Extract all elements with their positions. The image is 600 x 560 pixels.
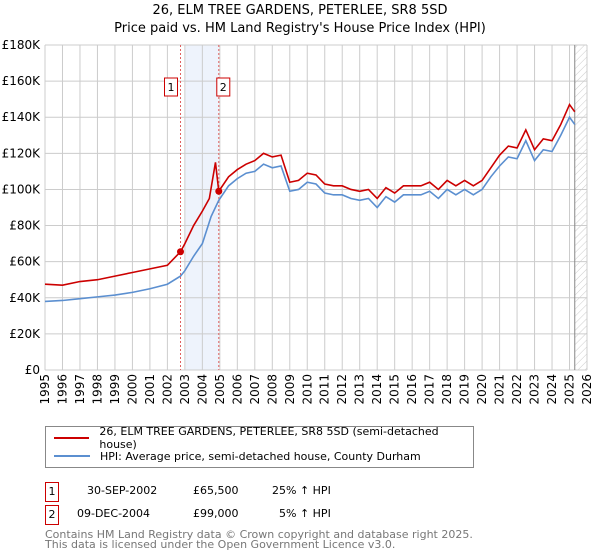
sale-date: 30-SEP-2002 [87, 484, 158, 497]
blue-line-icon [54, 455, 90, 457]
x-tick-label: 2009 [283, 374, 297, 405]
x-tick-label: 1995 [38, 374, 52, 405]
price-chart: 1995 1996 1997 1998 1999 2000 2001 2002 2003 2004… [2, 38, 594, 405]
x-tick-label: 2002 [160, 374, 174, 405]
y-tick-label: £0 [25, 363, 40, 377]
sale-label-box [216, 77, 231, 97]
y-tick-label: £160K [2, 74, 42, 88]
forecast-hatch [574, 45, 587, 370]
x-tick-label: 1999 [108, 374, 122, 405]
footer-line: Contains HM Land Registry data © Crown c… [45, 528, 473, 541]
footer-line: This data is licensed under the Open Gov… [45, 538, 396, 551]
x-tick-label: 2005 [213, 374, 227, 405]
x-tick-label: 2021 [493, 374, 507, 405]
x-tick-label: 2001 [143, 374, 157, 405]
legend-label: HPI: Average price, semi-detached house,… [100, 449, 421, 463]
x-tick-label: 2008 [265, 374, 279, 405]
x-tick-label: 2003 [178, 374, 192, 405]
sale-row: 2 09-DEC-2004 £99,000 5% ↑ HPI [45, 505, 445, 525]
sale-price: £65,500 [193, 484, 239, 497]
x-tick-label: 2024 [545, 374, 559, 405]
subtitle-line: Price paid vs. HM Land Registry's House … [114, 21, 486, 36]
x-tick-label: 2023 [528, 374, 542, 405]
sale-label: 1 [168, 81, 175, 94]
x-tick-label: 2016 [405, 374, 419, 405]
x-tick-label: 2000 [125, 374, 139, 405]
legend: 26, ELM TREE GARDENS, PETERLEE, SR8 5SD … [45, 425, 474, 468]
x-tick-label: 2026 [580, 374, 594, 405]
title-line: 26, ELM TREE GARDENS, PETERLEE, SR8 5SD [152, 3, 448, 18]
x-tick-label: 2011 [318, 374, 332, 405]
y-tick-label: £140K [2, 110, 42, 124]
sale-price: £99,000 [193, 507, 239, 520]
property-line [44, 102, 576, 286]
y-tick-label: £120K [2, 146, 42, 160]
sale-label-box [164, 77, 178, 97]
sale-date: 09-DEC-2004 [77, 507, 151, 520]
y-tick-label: £80K [9, 219, 41, 233]
sale-hpi: 25% ↑ HPI [272, 484, 331, 497]
x-tick-label: 2012 [335, 374, 349, 405]
chart-title: 26, ELM TREE GARDENS, PETERLEE, SR8 5SD P… [0, 2, 600, 38]
legend-label: 26, ELM TREE GARDENS, PETERLEE, SR8 5SD … [99, 425, 439, 451]
legend-property: 26, ELM TREE GARDENS, PETERLEE, SR8 5SD … [54, 425, 473, 451]
y-tick-label: £100K [2, 182, 42, 196]
sale-hpi: 5% ↑ HPI [279, 507, 331, 520]
hpi-line [44, 115, 576, 303]
x-tick-label: 2014 [370, 374, 384, 405]
red-line-icon [54, 437, 90, 439]
sale-point [215, 187, 223, 195]
sale-label: 2 [220, 81, 227, 94]
x-tick-label: 2010 [300, 374, 314, 405]
x-tick-label: 2025 [563, 374, 577, 405]
x-tick-label: 2022 [510, 374, 524, 405]
x-tick-label: 2013 [353, 374, 367, 405]
y-tick-label: £40K [9, 291, 41, 305]
x-tick-label: 2017 [423, 374, 437, 405]
x-tick-label: 1996 [55, 374, 69, 405]
y-tick-label: £20K [9, 327, 41, 341]
x-tick-label: 2020 [475, 374, 489, 405]
sale-point [177, 248, 184, 256]
footer: Contains HM Land Registry data © Crown c… [45, 528, 473, 551]
x-tick-label: 2007 [248, 374, 262, 405]
x-tick-label: 1998 [90, 374, 104, 405]
x-tick-label: 2006 [230, 374, 244, 405]
x-tick-label: 2019 [458, 374, 472, 405]
y-tick-label: £180K [2, 38, 42, 52]
x-tick-label: 2018 [440, 374, 454, 405]
sale-marker: 2 [45, 505, 59, 525]
x-tick-label: 2004 [195, 374, 209, 405]
legend-hpi: HPI: Average price, semi-detached house,… [54, 447, 421, 465]
sale-marker: 1 [45, 482, 59, 502]
x-tick-label: 2015 [388, 374, 402, 405]
x-tick-label: 1997 [73, 374, 87, 405]
y-tick-label: £60K [9, 255, 41, 269]
sale-row: 1 30-SEP-2002 £65,500 25% ↑ HPI [45, 482, 445, 502]
